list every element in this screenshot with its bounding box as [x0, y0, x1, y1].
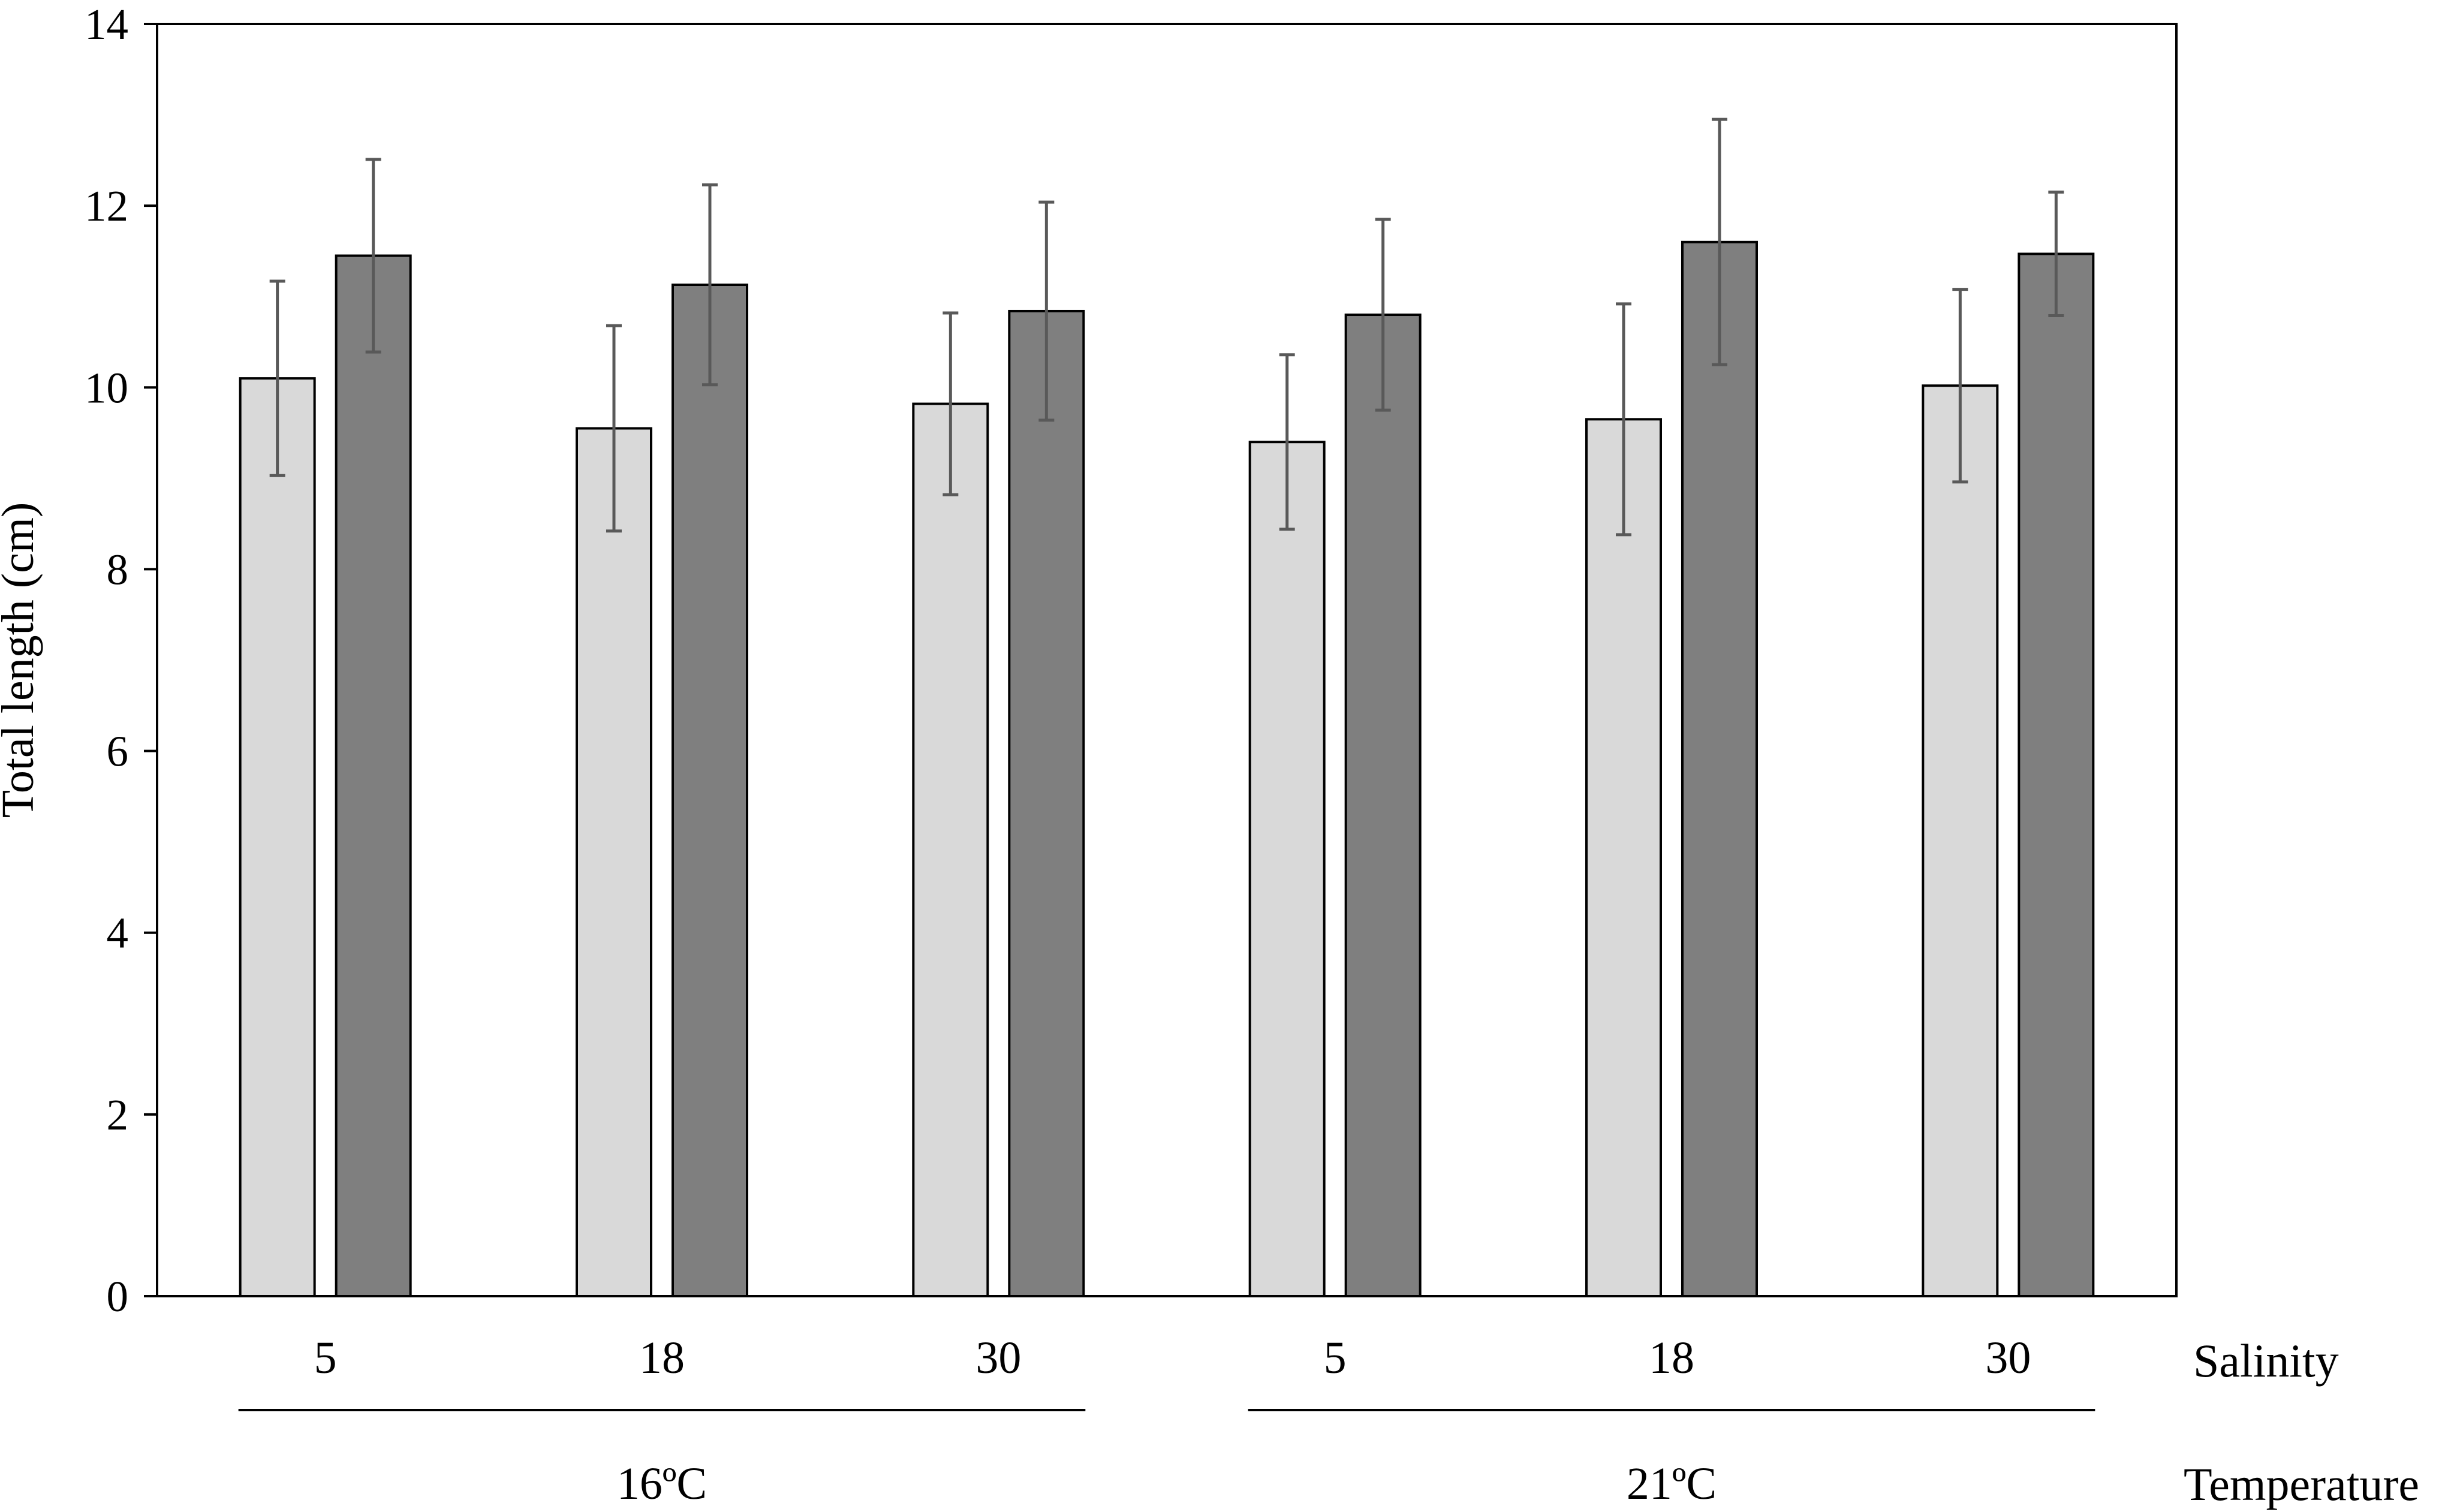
y-tick-label-0: 0	[107, 1272, 129, 1321]
bar-s2-c1	[335, 254, 412, 1297]
temperature-row-label: Temperature	[2184, 1458, 2419, 1510]
y-tick-label-5: 10	[85, 363, 128, 412]
bar-s2-c5	[1681, 240, 1758, 1297]
y-tick-label-3: 6	[107, 727, 129, 776]
salinity-label-1: 5	[314, 1333, 337, 1383]
y-tick-label-2: 4	[107, 909, 129, 957]
plot-frame	[156, 23, 2178, 1297]
bar-s1-c1	[239, 377, 316, 1298]
bar-s1-c2	[576, 427, 652, 1298]
bar-s1-c5	[1585, 418, 1662, 1297]
temperature-label-1: 16ºC	[617, 1459, 707, 1509]
chart-marks: 0 2 4 6 8 10 12 14 5 18 30 5 18 30 16ºC 21ºC	[85, 0, 2095, 1509]
salinity-row-label: Salinity	[2193, 1335, 2339, 1387]
bar-s2-c2	[672, 284, 748, 1297]
temperature-label-2: 21ºC	[1627, 1459, 1717, 1509]
y-tick-label-7: 14	[85, 0, 128, 49]
bar-s1-c3	[912, 402, 989, 1297]
y-axis-label: Total length (cm)	[0, 502, 43, 818]
bar-s1-c4	[1248, 441, 1326, 1298]
y-tick-label-6: 12	[85, 182, 128, 230]
salinity-label-6: 30	[1985, 1333, 2031, 1383]
salinity-label-3: 30	[975, 1333, 1021, 1383]
bar-s1-c6	[1922, 384, 1999, 1297]
bar-s2-c3	[1008, 309, 1085, 1297]
y-tick-label-1: 2	[107, 1091, 129, 1139]
salinity-label-4: 5	[1324, 1333, 1347, 1383]
salinity-label-5: 18	[1649, 1333, 1694, 1383]
bar-s2-c4	[1344, 314, 1422, 1297]
y-tick-label-4: 8	[107, 545, 129, 594]
bar-s2-c6	[2018, 252, 2095, 1297]
salinity-label-2: 18	[639, 1333, 685, 1383]
